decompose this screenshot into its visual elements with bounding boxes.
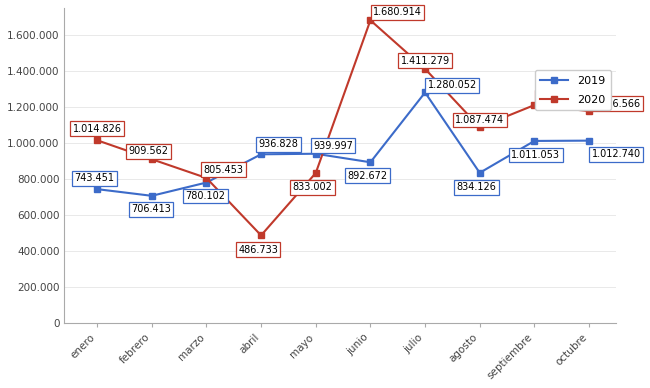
2019 [530, 139, 538, 143]
Text: 1.176.566: 1.176.566 [592, 99, 641, 109]
2020 [203, 176, 211, 180]
2020 [148, 157, 155, 161]
Text: 909.562: 909.562 [129, 146, 169, 156]
Text: 1.680.914: 1.680.914 [373, 7, 422, 17]
2020 [257, 233, 265, 238]
2020 [421, 66, 429, 71]
2019 [257, 152, 265, 157]
Text: 1.087.474: 1.087.474 [455, 115, 504, 125]
2019 [367, 160, 374, 165]
Text: 834.126: 834.126 [457, 182, 497, 192]
2019 [312, 151, 320, 156]
Text: 1.012.740: 1.012.740 [592, 149, 641, 159]
2020 [312, 171, 320, 175]
Line: 2020: 2020 [94, 17, 592, 238]
Line: 2019: 2019 [94, 90, 592, 199]
Text: 1.011.053: 1.011.053 [512, 150, 560, 160]
Text: 486.733: 486.733 [238, 245, 278, 255]
Text: 939.997: 939.997 [313, 140, 353, 151]
Text: 936.828: 936.828 [258, 139, 298, 149]
Legend: 2019, 2020: 2019, 2020 [535, 70, 611, 110]
Text: 1.411.279: 1.411.279 [400, 56, 450, 66]
Text: 1.280.052: 1.280.052 [428, 80, 477, 90]
2020 [585, 109, 593, 113]
2020 [530, 103, 538, 107]
Text: 743.451: 743.451 [74, 173, 114, 184]
2020 [93, 138, 101, 142]
2019 [585, 138, 593, 143]
2019 [93, 187, 101, 191]
Text: 805.453: 805.453 [203, 165, 244, 175]
Text: 892.672: 892.672 [348, 171, 387, 181]
2019 [476, 170, 484, 175]
Text: 1.210.179: 1.210.179 [537, 92, 586, 102]
2019 [203, 180, 211, 185]
Text: 1.014.826: 1.014.826 [73, 123, 122, 133]
2019 [148, 194, 155, 198]
2020 [367, 18, 374, 23]
Text: 833.002: 833.002 [292, 182, 333, 192]
2020 [476, 125, 484, 130]
2019 [421, 90, 429, 95]
Text: 780.102: 780.102 [186, 191, 226, 201]
Text: 706.413: 706.413 [131, 204, 171, 214]
